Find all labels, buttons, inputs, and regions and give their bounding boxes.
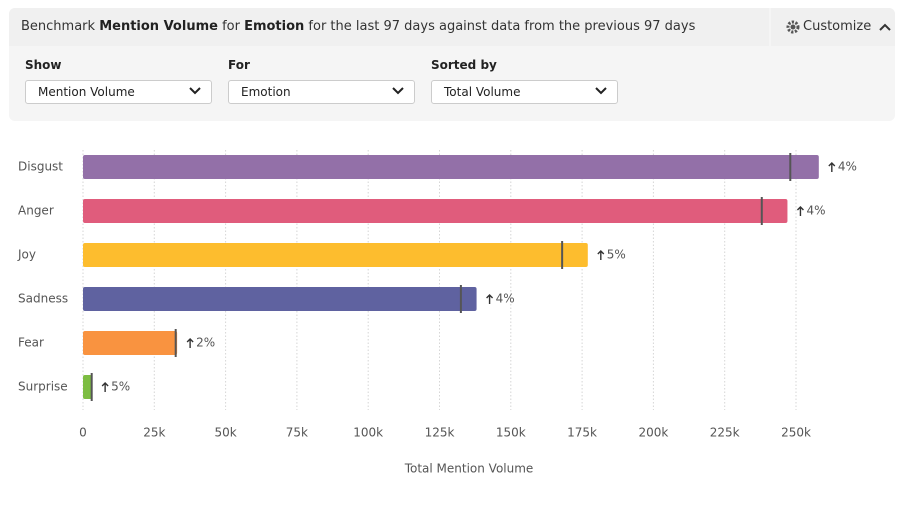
control-label: Show — [25, 58, 62, 72]
title-bar: Benchmark Mention Volume for Emotion for… — [9, 8, 769, 46]
title-text: for the last 97 days against data from t… — [304, 19, 696, 34]
up-arrow — [597, 250, 605, 260]
chevron-down — [392, 87, 404, 95]
dropdown[interactable]: Mention Volume — [25, 80, 212, 104]
customize-button[interactable]: Customize — [771, 8, 895, 46]
x-tick-label: 250k — [781, 426, 811, 440]
bar — [83, 199, 788, 223]
y-tick-label: Disgust — [18, 160, 63, 174]
x-tick-label: 25k — [143, 426, 165, 440]
settings-panel: Benchmark Mention Volume for Emotion for… — [9, 8, 895, 121]
sort-control: Sorted by Total Volume — [431, 58, 618, 104]
change-label: 5% — [111, 380, 130, 394]
x-tick-label: 175k — [567, 426, 597, 440]
title-metric: Mention Volume — [99, 19, 218, 34]
change-label: 4% — [838, 160, 857, 174]
y-tick-label: Joy — [17, 248, 36, 262]
up-arrow — [486, 294, 494, 304]
x-axis-title: Total Mention Volume — [404, 462, 534, 476]
bar — [83, 287, 477, 311]
change-label: 5% — [607, 248, 626, 262]
x-tick-label: 150k — [496, 426, 526, 440]
bar — [83, 331, 178, 355]
y-tick-label: Sadness — [18, 292, 68, 306]
up-arrow — [101, 382, 109, 392]
control-label: Sorted by — [431, 58, 497, 72]
x-tick-label: 125k — [425, 426, 455, 440]
y-tick-label: Fear — [18, 336, 44, 350]
bar — [83, 243, 588, 267]
title-text: for — [217, 19, 245, 34]
dropdown[interactable]: Total Volume — [431, 80, 618, 104]
bar — [83, 375, 93, 399]
chevron-down — [595, 87, 607, 95]
x-tick-label: 100k — [353, 426, 383, 440]
x-tick-label: 75k — [286, 426, 308, 440]
title-dimension: Emotion — [244, 19, 305, 34]
x-tick-label: 225k — [710, 426, 740, 440]
change-label: 4% — [496, 292, 515, 306]
chevron-up — [879, 23, 891, 31]
change-label: 2% — [196, 336, 215, 350]
bar — [83, 155, 819, 179]
dropdown-value: Mention Volume — [38, 85, 135, 99]
title: Benchmark Mention Volume for Emotion for… — [21, 19, 695, 34]
y-tick-label: Surprise — [18, 380, 68, 394]
x-tick-label: 0 — [79, 426, 87, 440]
x-tick-label: 50k — [214, 426, 236, 440]
x-tick-label: 200k — [638, 426, 668, 440]
gear-icon — [786, 20, 800, 34]
dropdown-value: Emotion — [241, 85, 291, 99]
dropdown-value: Total Volume — [444, 85, 521, 99]
up-arrow — [796, 206, 804, 216]
change-label: 4% — [806, 204, 825, 218]
control-label: For — [228, 58, 250, 72]
for-control: For Emotion — [228, 58, 415, 104]
up-arrow — [828, 162, 836, 172]
show-control: Show Mention Volume — [25, 58, 212, 104]
y-tick-label: Anger — [18, 204, 54, 218]
title-text: Benchmark — [21, 19, 100, 34]
customize-label: Customize — [803, 19, 872, 34]
chevron-down — [189, 87, 201, 95]
dropdown[interactable]: Emotion — [228, 80, 415, 104]
up-arrow — [186, 338, 194, 348]
